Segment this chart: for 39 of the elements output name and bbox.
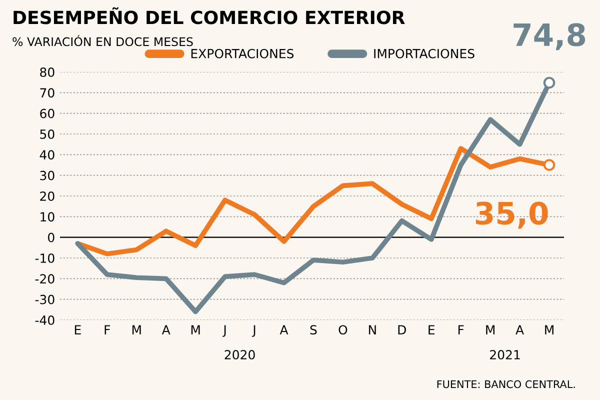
x-tick-label: J bbox=[222, 325, 226, 337]
chart-subtitle: % VARIACIÓN EN DOCE MESES bbox=[12, 35, 193, 46]
x-tick-label: M bbox=[486, 325, 494, 334]
x-tick-label: M bbox=[132, 325, 141, 334]
x-tick-label: F bbox=[104, 325, 110, 334]
x-tick-label: A bbox=[516, 325, 524, 334]
legend-label: IMPORTACIONES bbox=[374, 48, 474, 58]
y-tick-label: 40 bbox=[40, 150, 54, 160]
y-tick-label: -10 bbox=[35, 253, 54, 263]
x-tick-label: A bbox=[162, 325, 170, 334]
x-tick-label: O bbox=[338, 325, 348, 335]
x-tick-label: D bbox=[398, 325, 406, 334]
x-tick-label: F bbox=[458, 325, 464, 334]
text: 2021 bbox=[490, 350, 520, 360]
y-tick-label: 70 bbox=[40, 88, 54, 98]
x-tick-label: J bbox=[252, 325, 256, 337]
x-tick-label: N bbox=[368, 325, 376, 334]
y-tick-label: 80 bbox=[40, 67, 54, 77]
x-tick-label: M bbox=[545, 325, 554, 334]
legend-label: EXPORTACIONES bbox=[191, 48, 294, 58]
y-tick-label: -40 bbox=[35, 315, 54, 325]
x-tick-label: S bbox=[310, 325, 317, 335]
y-tick-label: 30 bbox=[40, 170, 54, 180]
y-tick-label: 20 bbox=[40, 191, 54, 201]
x-tick-label: E bbox=[74, 325, 81, 334]
y-tick-label: -20 bbox=[35, 274, 54, 284]
data-label: 74,8 bbox=[514, 23, 586, 50]
y-tick-label: 0 bbox=[48, 232, 54, 242]
text: 2020 bbox=[224, 350, 255, 360]
chart-title: DESEMPEÑO DEL COMERCIO EXTERIOR bbox=[14, 7, 405, 24]
data-label: 35,0 bbox=[476, 202, 548, 229]
y-tick-label: 50 bbox=[40, 129, 54, 139]
source-note: FUENTE: BANCO CENTRAL. bbox=[437, 380, 575, 388]
x-tick-label: M bbox=[191, 325, 200, 334]
y-tick-label: -30 bbox=[35, 294, 54, 304]
y-tick-label: 10 bbox=[40, 212, 54, 222]
x-tick-label: E bbox=[428, 325, 435, 334]
x-tick-label: A bbox=[280, 325, 288, 334]
y-tick-label: 60 bbox=[40, 108, 54, 118]
